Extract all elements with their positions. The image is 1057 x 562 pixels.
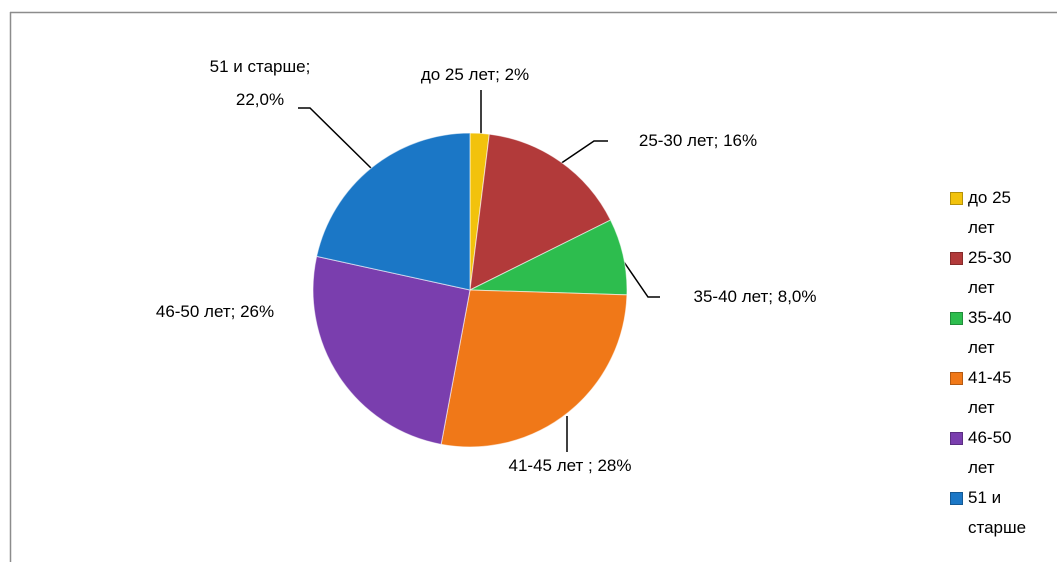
pie-slice xyxy=(440,289,628,448)
data-label: 46-50 лет; 26% xyxy=(155,302,275,321)
legend-label: до 25 лет xyxy=(968,188,1012,237)
legend-item: 41-45 лет xyxy=(950,363,1040,423)
pie-slice xyxy=(469,133,612,291)
data-label: 25-30 лет; 16% xyxy=(638,131,758,150)
legend-item: 46-50 лет xyxy=(950,423,1040,483)
leader-lines xyxy=(298,90,660,452)
legend-label: 41-45 лет xyxy=(968,368,1012,417)
data-label: до 25 лет; 2% xyxy=(420,65,530,84)
pie-slice xyxy=(316,132,471,291)
legend-swatch xyxy=(950,252,963,265)
legend-swatch xyxy=(950,312,963,325)
legend-swatch xyxy=(950,372,963,385)
legend: до 25 лет 25-30 лет 35-40 лет 41-45 лет 46-5… xyxy=(950,183,1040,543)
legend-swatch xyxy=(950,192,963,205)
leader-line xyxy=(623,261,660,298)
legend-label: 51 и старше xyxy=(968,488,1027,537)
legend-swatch xyxy=(950,432,963,445)
legend-item: 51 и старше xyxy=(950,483,1040,543)
pie-slice xyxy=(312,255,471,445)
legend-label: 46-50 лет xyxy=(968,428,1012,477)
legend-label: 35-40 лет xyxy=(968,308,1012,357)
legend-label: 25-30 лет xyxy=(968,248,1012,297)
leader-line xyxy=(298,107,374,171)
legend-swatch xyxy=(950,492,963,505)
leader-line xyxy=(559,140,608,165)
data-label: 51 и старше; 22,0% xyxy=(209,57,311,109)
legend-item: 35-40 лет xyxy=(950,303,1040,363)
pie xyxy=(312,132,628,448)
data-label: 41-45 лет ; 28% xyxy=(508,456,632,475)
legend-item: 25-30 лет xyxy=(950,243,1040,303)
legend-item: до 25 лет xyxy=(950,183,1040,243)
data-label: 35-40 лет; 8,0% xyxy=(693,287,817,306)
